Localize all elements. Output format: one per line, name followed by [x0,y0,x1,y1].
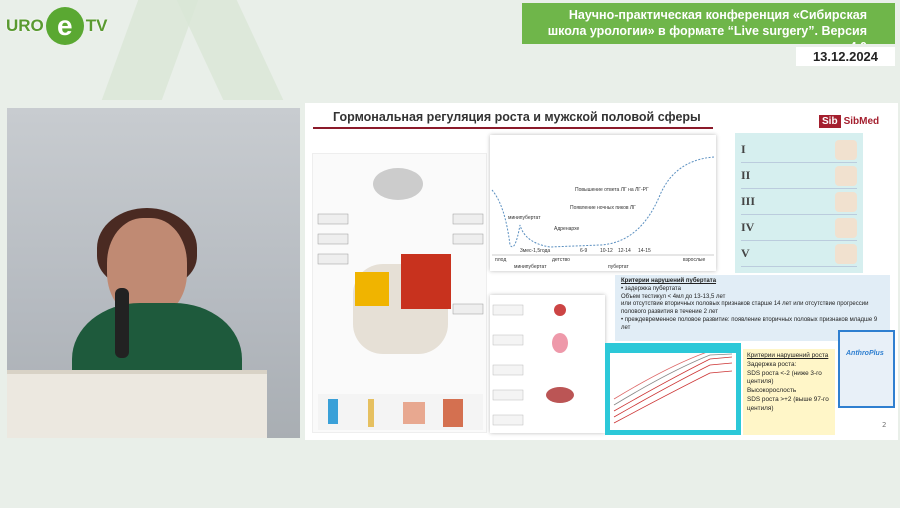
criteria-line: Объем тестикул < 4мл до 13-13,5 лет [621,293,726,300]
title-underline [313,127,713,129]
curve-label: минипубертат [508,215,541,221]
stage-label: III [741,194,756,208]
growth-criteria-heading: Критерии нарушений роста [747,352,829,359]
tanner-stage: IV [741,215,857,241]
logo-e: e [45,7,84,45]
stage-label: II [741,168,751,182]
curve-label: Адренархе [554,226,580,232]
slide-page-number: 2 [882,421,887,429]
growth-chart [605,343,741,435]
hormone-diagram [312,153,487,433]
conference-banner: Научно-практическая конференция «Сибирск… [522,3,895,44]
curve-line [491,156,715,256]
axis-drawing [492,304,574,426]
stage-label: I [741,142,746,156]
stage-label: IV [741,220,755,234]
curve-label: Повышение ответа ЛГ на ЛГ-РГ [575,187,649,193]
growth-criteria-box: Критерии нарушений роста Задержка роста:… [743,349,835,435]
urotv-logo: URO e TV [6,6,108,46]
sibmed-logo: Sib SibMed [819,115,879,128]
slide-title: Гормональная регуляция роста и мужской п… [333,110,701,124]
stage-label: V [741,246,750,260]
speaker-video [7,108,300,438]
curve-label: 12-14 [618,248,631,254]
conference-date: 13.12.2024 [796,47,895,66]
anthroplus-screenshot: AnthroPlus [838,330,895,408]
growth-curves [610,350,736,430]
tanner-stages: I II III IV V [735,133,863,273]
criteria-line: Задержка роста: [747,360,797,368]
curve-label: 10-12 [600,248,613,254]
logo-text: URO [6,16,44,35]
logo-text: TV [85,16,108,35]
tanner-stage: V [741,241,857,267]
brand-text: SibMed [843,116,880,127]
film-strip-decoration [176,0,284,100]
puberty-criteria-heading: Критерии нарушений пубертата [621,278,717,284]
criteria-line: или отсутствие вторичных половых признак… [621,301,869,316]
criteria-line: • задержка пубертата [621,285,681,292]
criteria-line: Высокорослость [747,387,797,395]
tanner-stage: I [741,137,857,163]
microphone [115,288,129,358]
curve-label: взрослые [683,257,706,263]
presentation-slide: Гормональная регуляция роста и мужской п… [305,103,898,440]
curve-label: плод [495,257,507,263]
curve-label: детство [552,257,570,263]
curve-label: 6-9 [580,248,588,254]
curve-label: Появление ночных пиков ЛГ [570,205,636,211]
curve-label: пубертат [608,264,629,270]
diagram-drawing [317,168,484,430]
podium [7,370,267,438]
puberty-curve-chart: минипубертат 3мес-1,5года Адренархе Появ… [490,135,716,271]
curve-label: 14-15 [638,248,651,254]
curve-label: 3мес-1,5года [520,248,551,254]
software-name: AnthroPlus [846,350,884,357]
curve-label: минипубертат [514,264,547,270]
criteria-line: SDS роста <-2 (ниже 3-го центиля) [747,369,822,386]
tanner-stage: III [741,189,857,215]
criteria-line: SDS роста >+2 (выше 97-го центиля) [747,395,829,412]
tanner-stage: II [741,163,857,189]
criteria-line: • преждевременное половое развитие: появ… [621,316,878,331]
growth-axis-diagram [490,295,605,433]
